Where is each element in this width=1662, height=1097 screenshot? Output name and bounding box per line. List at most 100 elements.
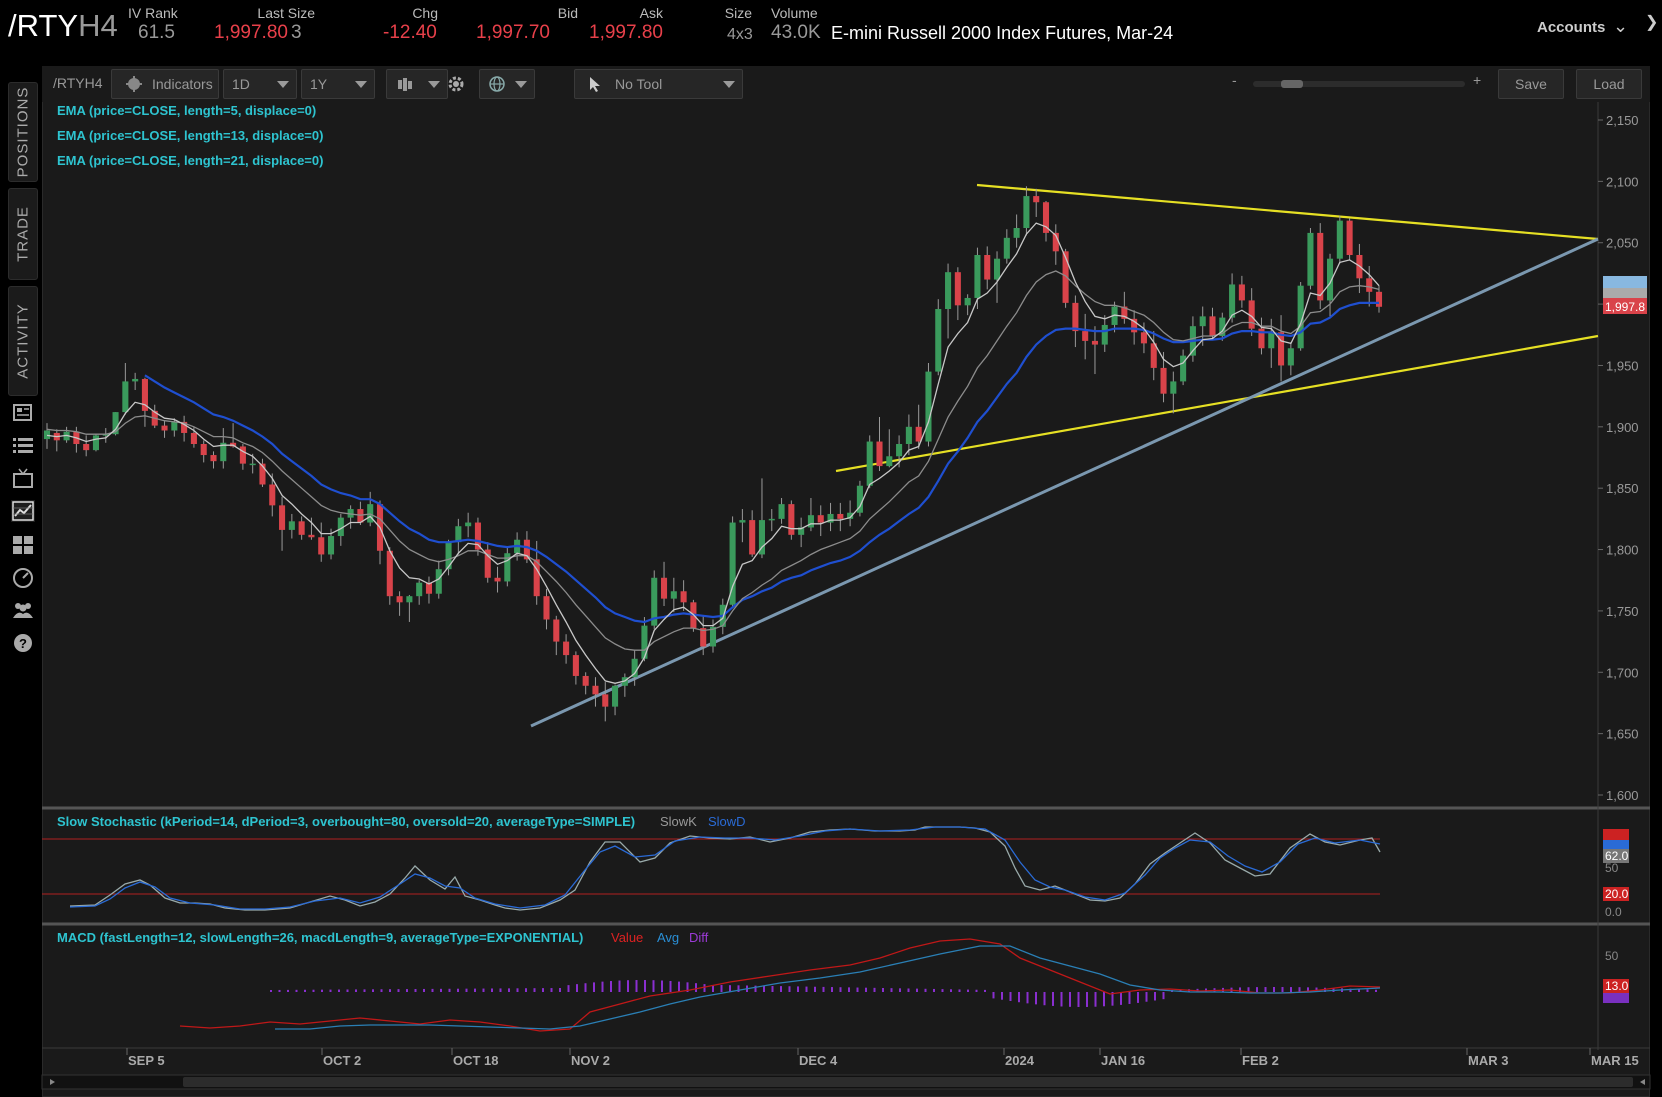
- candle[interactable]: [847, 512, 854, 519]
- candle[interactable]: [239, 446, 246, 464]
- candle[interactable]: [837, 513, 844, 519]
- candle[interactable]: [102, 434, 109, 436]
- zoom-slider[interactable]: [1253, 80, 1465, 88]
- candle[interactable]: [1366, 278, 1373, 292]
- candle[interactable]: [768, 518, 775, 521]
- tab-trade[interactable]: TRADE: [8, 188, 38, 280]
- candle[interactable]: [563, 641, 570, 656]
- candle[interactable]: [1003, 237, 1010, 259]
- candle[interactable]: [259, 463, 266, 485]
- tv-icon[interactable]: [11, 467, 35, 489]
- tab-positions[interactable]: POSITIONS: [8, 82, 38, 182]
- candle[interactable]: [181, 421, 188, 433]
- candle[interactable]: [974, 255, 981, 298]
- candle[interactable]: [1121, 306, 1128, 319]
- candle[interactable]: [582, 675, 589, 686]
- candle[interactable]: [1258, 328, 1265, 349]
- candle[interactable]: [670, 591, 677, 599]
- candle[interactable]: [396, 596, 403, 603]
- candle[interactable]: [494, 577, 501, 582]
- candle[interactable]: [827, 513, 834, 523]
- candle[interactable]: [651, 577, 658, 626]
- candle[interactable]: [474, 522, 481, 550]
- candle[interactable]: [327, 536, 335, 555]
- candle[interactable]: [896, 444, 903, 457]
- candle[interactable]: [1287, 348, 1294, 366]
- news-icon[interactable]: [11, 402, 35, 424]
- candle[interactable]: [249, 463, 256, 466]
- candle[interactable]: [122, 381, 129, 413]
- candle[interactable]: [631, 658, 638, 678]
- candle[interactable]: [798, 527, 805, 535]
- candle[interactable]: [308, 534, 315, 538]
- drawing-tool-select[interactable]: No Tool: [574, 69, 743, 99]
- candle[interactable]: [543, 596, 550, 620]
- zoom-out-button[interactable]: -: [1232, 72, 1237, 88]
- candle[interactable]: [1209, 316, 1216, 336]
- candle[interactable]: [435, 569, 442, 594]
- candle[interactable]: [1131, 318, 1138, 333]
- chart-symbol-label[interactable]: /RTYH4: [53, 75, 103, 91]
- candle[interactable]: [886, 456, 893, 467]
- candle[interactable]: [1072, 302, 1079, 332]
- candle[interactable]: [210, 455, 217, 462]
- candle[interactable]: [1278, 332, 1285, 366]
- save-button[interactable]: Save: [1498, 69, 1564, 99]
- drawing-style-select[interactable]: [479, 69, 535, 99]
- candle[interactable]: [43, 430, 51, 440]
- candle[interactable]: [1062, 251, 1069, 303]
- candle[interactable]: [788, 504, 795, 535]
- period-select[interactable]: 1Y: [301, 69, 375, 99]
- scroll-right-icon[interactable]: [1640, 1079, 1645, 1085]
- accounts-button[interactable]: Accounts: [1537, 19, 1606, 36]
- candle[interactable]: [1346, 220, 1353, 255]
- chevron-down-icon[interactable]: ⌄: [1613, 16, 1629, 36]
- candle[interactable]: [993, 258, 1001, 280]
- candle[interactable]: [592, 685, 599, 695]
- candle[interactable]: [602, 694, 609, 707]
- candle[interactable]: [876, 441, 883, 467]
- candle[interactable]: [964, 297, 971, 306]
- candle[interactable]: [367, 504, 374, 523]
- candle[interactable]: [612, 685, 619, 707]
- candle[interactable]: [700, 628, 707, 647]
- candle[interactable]: [347, 509, 354, 518]
- candle[interactable]: [318, 537, 325, 555]
- candle[interactable]: [1199, 316, 1206, 327]
- candle[interactable]: [425, 582, 433, 594]
- candle[interactable]: [935, 309, 942, 372]
- candle[interactable]: [778, 504, 785, 519]
- candle[interactable]: [1326, 258, 1334, 301]
- settings-gear-icon[interactable]: [446, 74, 466, 94]
- help-icon[interactable]: ?: [11, 632, 35, 654]
- chart-icon[interactable]: [11, 500, 35, 522]
- candle[interactable]: [1238, 284, 1245, 301]
- candle[interactable]: [1375, 291, 1383, 307]
- candle[interactable]: [416, 582, 423, 597]
- candle[interactable]: [915, 426, 922, 442]
- candle[interactable]: [1248, 300, 1255, 329]
- candle[interactable]: [984, 255, 991, 280]
- candle[interactable]: [680, 591, 687, 603]
- candle[interactable]: [1101, 324, 1108, 345]
- candle[interactable]: [112, 412, 119, 435]
- candle[interactable]: [856, 485, 863, 513]
- candle[interactable]: [1013, 228, 1020, 238]
- candle[interactable]: [161, 425, 168, 431]
- candle[interactable]: [200, 444, 207, 456]
- candle[interactable]: [220, 442, 227, 462]
- candle[interactable]: [445, 542, 452, 570]
- candle[interactable]: [455, 526, 462, 543]
- candle[interactable]: [817, 515, 824, 523]
- candle[interactable]: [1150, 343, 1157, 368]
- candle[interactable]: [141, 378, 148, 411]
- candle[interactable]: [83, 444, 90, 451]
- upper-trendline[interactable]: [976, 183, 1599, 241]
- collapse-arrow-icon[interactable]: ❯: [1645, 14, 1659, 31]
- list-icon[interactable]: [11, 435, 35, 457]
- candle[interactable]: [523, 539, 530, 560]
- lower-trendline[interactable]: [835, 334, 1599, 473]
- grid-icon[interactable]: [11, 534, 35, 556]
- tab-activity[interactable]: ACTIVITY: [8, 286, 38, 396]
